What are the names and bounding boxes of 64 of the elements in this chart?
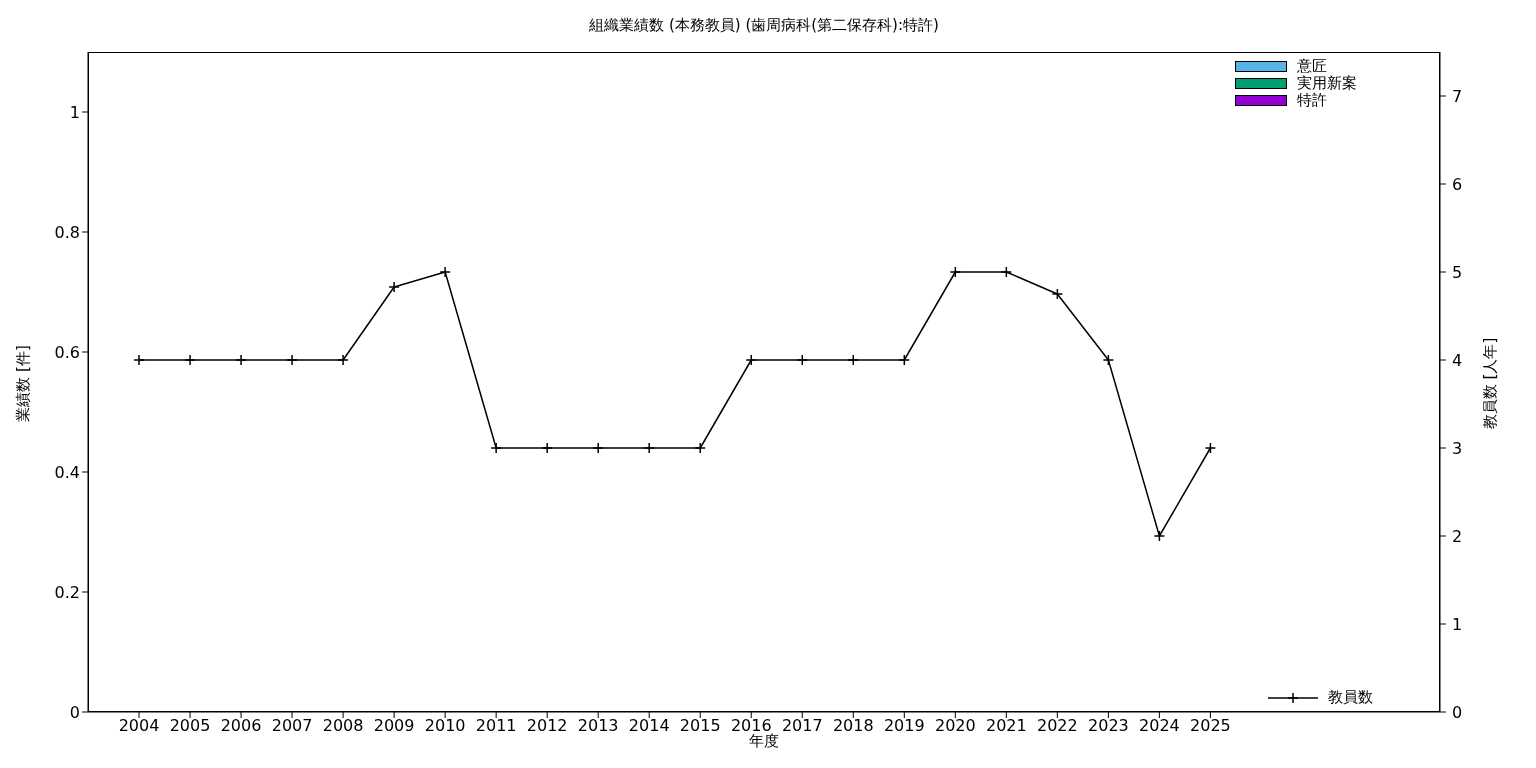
point [1102, 354, 1115, 366]
point [1204, 442, 1217, 454]
x-tick-label: 2004 [118, 716, 160, 736]
x-tick-label: 2010 [424, 716, 466, 736]
x-tick-label: 2018 [832, 716, 874, 736]
y-tick-label: 1 [69, 102, 80, 122]
y2-tick-label: 2 [1452, 526, 1463, 546]
point [949, 266, 962, 278]
x-tick-label: 2009 [373, 716, 415, 736]
point [439, 266, 451, 278]
point [286, 354, 298, 366]
point [847, 354, 860, 366]
legend-label: 教員数 [1328, 688, 1373, 707]
point [745, 354, 757, 366]
y2-tick-label: 0 [1452, 702, 1463, 722]
y2-tick-label: 6 [1452, 174, 1463, 194]
x-tick-label: 2008 [322, 716, 364, 736]
y2-axis-title: 教員数 [人年] [1481, 337, 1501, 429]
point [694, 442, 706, 454]
point [592, 442, 604, 454]
x-tick-label: 2022 [1037, 716, 1078, 736]
x-tick-label: 2014 [628, 716, 670, 736]
point [643, 442, 655, 454]
y-tick-label: 0.4 [54, 462, 80, 482]
legend-label: 意匠 [1297, 57, 1327, 75]
point [337, 354, 349, 366]
point [898, 354, 911, 366]
y2-tick-label: 5 [1452, 262, 1463, 282]
y-axis-title: 業績数 [件] [13, 344, 33, 422]
y2-tick-label: 4 [1452, 350, 1463, 370]
y-tick-label: 0.6 [54, 342, 80, 362]
point [541, 442, 553, 454]
y2-tick-label: 3 [1452, 438, 1463, 458]
x-tick-label: 2007 [271, 716, 313, 736]
y2-tick-label: 7 [1452, 86, 1463, 106]
point [184, 354, 196, 366]
x-tick-label: 2005 [169, 716, 211, 736]
legend-label: 特許 [1297, 91, 1327, 110]
point [235, 354, 247, 366]
point [388, 281, 400, 293]
point [1051, 288, 1064, 300]
x-tick-label: 2011 [475, 716, 517, 736]
x-tick-label: 2021 [985, 716, 1027, 736]
x-tick-label: 2006 [220, 716, 262, 736]
point [133, 354, 145, 366]
y-tick-label: 0.8 [54, 222, 80, 242]
x-tick-label: 2015 [679, 716, 721, 736]
x-tick-label: 2023 [1088, 716, 1129, 736]
x-tick-label: 2019 [883, 716, 925, 736]
y-tick-label: 0.2 [54, 582, 80, 602]
x-tick-label: 2012 [526, 716, 568, 736]
point [796, 354, 809, 366]
chart-title: 組織業績数 (本務教員) (歯周病科(第二保存科):特許) [588, 16, 940, 35]
y2-tick-label: 1 [1452, 614, 1463, 634]
x-tick-label: 2024 [1139, 716, 1180, 736]
legend-label: 実用新案 [1297, 74, 1357, 93]
x-tick-label: 2013 [577, 716, 619, 736]
point [1153, 530, 1166, 542]
x-tick-label: 2025 [1190, 716, 1231, 736]
point [490, 442, 502, 454]
y-tick-label: 0 [69, 702, 80, 722]
point [1000, 266, 1013, 278]
x-tick-label: 2020 [934, 716, 976, 736]
x-tick-label: 2017 [781, 716, 823, 736]
